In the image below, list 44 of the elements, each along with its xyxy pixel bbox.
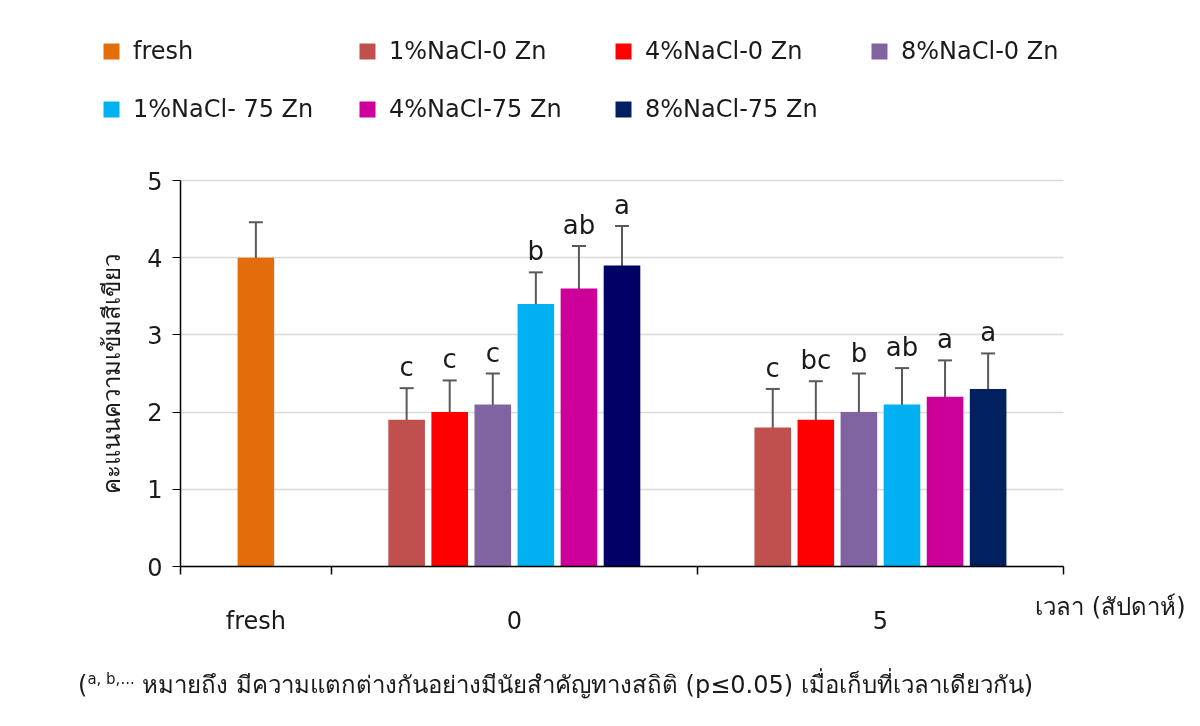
y-tick-label: 0 <box>147 553 163 582</box>
bar <box>237 257 275 567</box>
data-label: c <box>442 344 457 375</box>
data-label: c <box>765 352 780 383</box>
data-label: b <box>850 337 868 368</box>
bar <box>969 388 1007 567</box>
bar <box>797 419 835 567</box>
y-tick-label: 2 <box>147 399 163 428</box>
data-label: a <box>937 324 954 355</box>
bar <box>431 412 469 567</box>
bar <box>754 427 792 567</box>
bar <box>474 404 512 567</box>
data-label: b <box>527 236 545 267</box>
x-axis-title: เวลา (สัปดาห์) <box>1035 592 1186 621</box>
data-label: c <box>485 337 500 368</box>
bar <box>840 412 878 567</box>
y-tick-label: 4 <box>147 244 163 273</box>
data-label: bc <box>800 345 832 376</box>
x-tick-label: 0 <box>506 606 522 635</box>
bar <box>883 404 921 567</box>
data-label: c <box>399 352 414 383</box>
data-label: ab <box>562 210 596 241</box>
data-label: ab <box>885 332 919 363</box>
data-label: a <box>614 190 630 221</box>
bar <box>603 265 641 567</box>
legend-label: 4%NaCl-0 Zn <box>645 37 804 65</box>
legend-label: 1%NaCl-0 Zn <box>389 37 548 65</box>
y-tick-label: 1 <box>147 476 163 505</box>
x-tick-label: fresh <box>225 606 287 635</box>
text: ($^{a, b,...}$ หมายถึง มีความแตกต่างกันอย่างมีนัยสำคัญทางสถิติ (p≤0.05) เมื่อเก็บที่เวลาเดียวกัน) <box>78 670 1034 701</box>
legend-label: 1%NaCl- 75 Zn <box>133 95 315 123</box>
bar <box>388 419 425 567</box>
legend-label: 8%NaCl-0 Zn <box>901 37 1060 65</box>
bar <box>560 288 598 567</box>
x-tick-label: 5 <box>872 606 889 635</box>
bar <box>517 304 555 567</box>
data-label: a <box>980 317 997 348</box>
legend-label: 8%NaCl-75 Zn <box>645 95 819 123</box>
y-tick-label: 5 <box>147 167 163 196</box>
y-tick-label: 3 <box>147 321 163 350</box>
y-axis-title: คะแนนความเข้มสีเขียว <box>98 253 127 494</box>
bar <box>926 396 964 567</box>
legend-label: fresh <box>133 37 195 65</box>
legend-label: 4%NaCl-75 Zn <box>389 95 563 123</box>
